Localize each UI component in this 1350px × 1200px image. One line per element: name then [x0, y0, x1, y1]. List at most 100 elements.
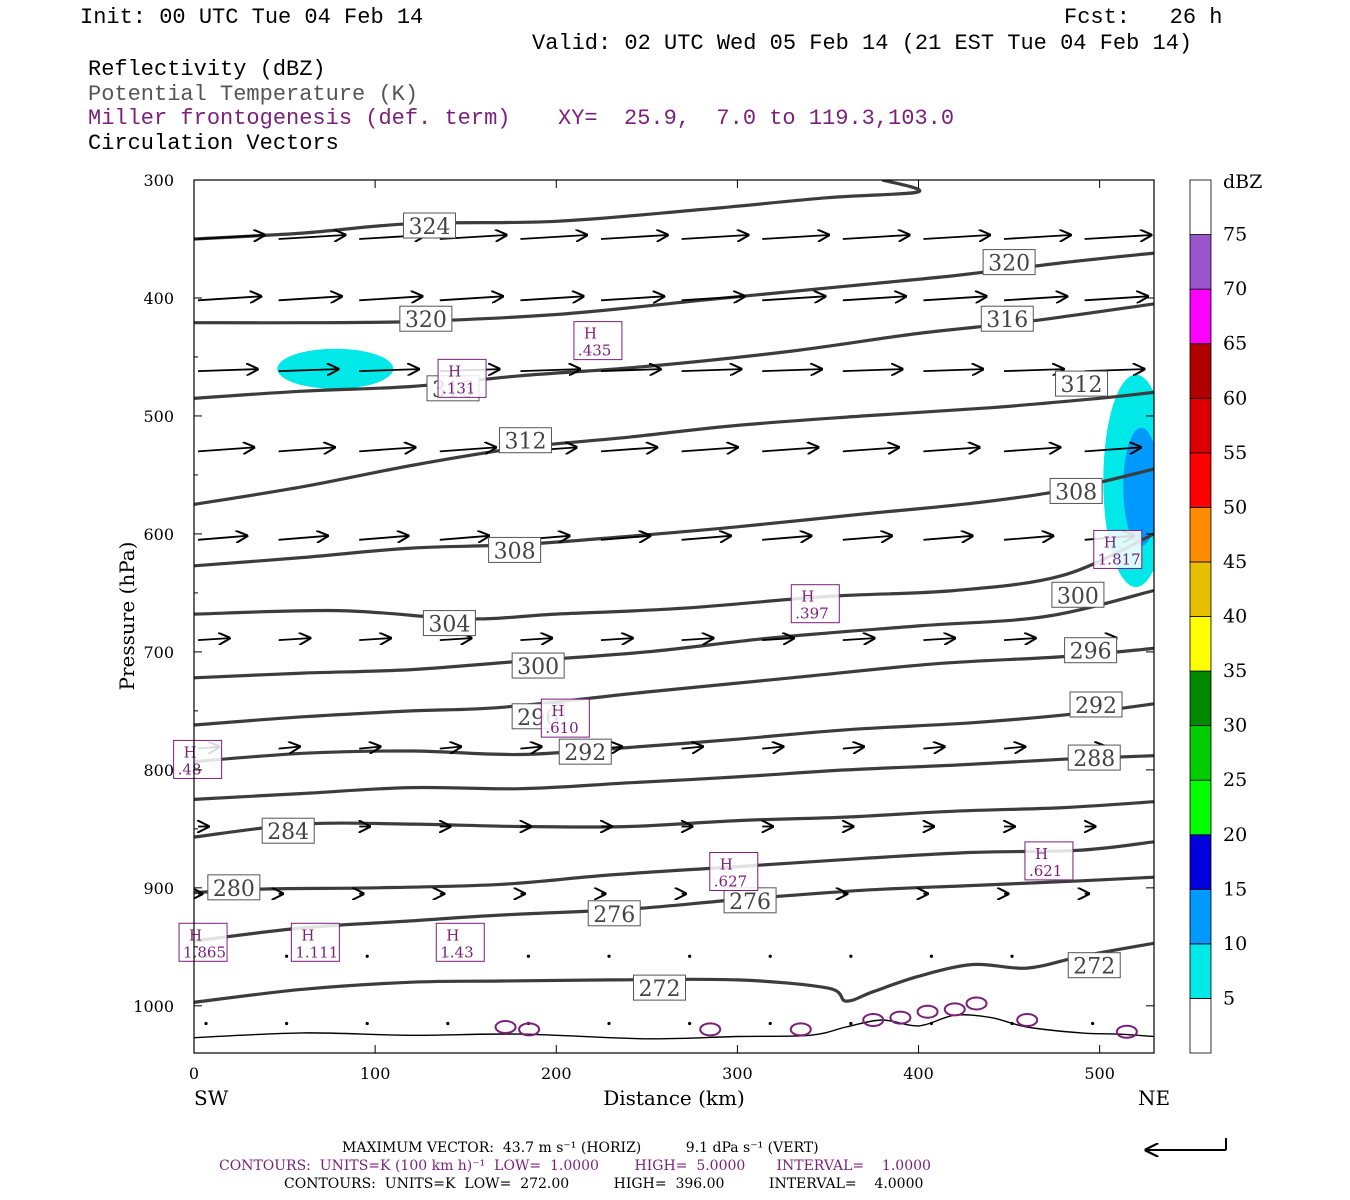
- colorbar-swatch: [1189, 452, 1212, 508]
- circulation-vector: [197, 235, 265, 239]
- circulation-vector: [607, 954, 611, 958]
- isentrope-label: 320: [982, 249, 1036, 277]
- circulation-vector: [197, 638, 230, 640]
- frontogenesis-max-box: [437, 358, 487, 398]
- frontogenesis-max-box: [790, 584, 840, 624]
- isentrope-label-text: 308: [1055, 480, 1097, 505]
- frontogenesis-max-letter: H: [446, 926, 459, 944]
- circulation-vector: [688, 954, 692, 958]
- theta-contour-note: CONTOURS: UNITS=K LOW= 272.00 HIGH= 396.…: [284, 1176, 924, 1192]
- circulation-vector: [520, 235, 587, 239]
- circulation-vector: [762, 638, 794, 640]
- circulation-vector: [278, 296, 342, 300]
- frontogenesis-layer: [494, 996, 1138, 1039]
- y-tick-label: 900: [143, 879, 174, 898]
- frontogenesis-max-value: 1.43: [440, 943, 473, 961]
- frontogenesis-max-value: .621: [1029, 862, 1062, 880]
- isentrope-label: 276: [587, 900, 641, 928]
- frontogenesis-contour: [943, 1002, 966, 1017]
- isentrope-label-box: [402, 212, 456, 239]
- circulation-vector: [439, 447, 496, 451]
- circulation-vector: [762, 235, 829, 239]
- circulation-vector: [923, 638, 955, 640]
- isentrope-label-box: [980, 305, 1034, 332]
- isentrope-label-text: 320: [405, 308, 447, 333]
- frontogenesis-max-letter: H: [1104, 533, 1117, 551]
- circulation-vector: [1010, 1021, 1014, 1026]
- isentrope-label-text: 292: [564, 741, 606, 766]
- circulation-vector: [1003, 235, 1071, 239]
- isentrope-label-box: [723, 887, 777, 914]
- isentrope-label-box: [498, 427, 552, 454]
- circulation-vector: [929, 1021, 934, 1026]
- colorbar-swatch: [1189, 888, 1212, 945]
- x-end-label-ne: NE: [1138, 1086, 1170, 1110]
- isentrope-label: 316: [980, 305, 1034, 333]
- isentrope-label-box: [1064, 637, 1118, 664]
- isentrope-296: [194, 646, 1154, 727]
- frontogenesis-max-box: [178, 922, 228, 962]
- frontogenesis-max-box: [290, 922, 340, 962]
- frontogenesis-contour: [518, 1022, 541, 1037]
- colorbar-tick-label: 30: [1223, 715, 1247, 737]
- colorbar-unit: dBZ: [1223, 171, 1262, 193]
- isentrope-label-text: 296: [1070, 640, 1112, 665]
- colorbar-tick-label: 10: [1223, 933, 1247, 955]
- isentrope-label-box: [587, 900, 641, 927]
- x-tick-label: 300: [722, 1064, 753, 1083]
- isentrope-label-text: 280: [213, 877, 255, 902]
- isentrope-label-text: 276: [593, 903, 635, 928]
- circulation-vector: [681, 747, 703, 749]
- colorbar: 5 10 15 20 25 30 35 40 45 50 55 60 65 70 75 dBZ: [1189, 171, 1262, 1054]
- isentrope-284: [194, 800, 1154, 839]
- circulation-vector: [359, 638, 391, 640]
- circulation-vector: [1003, 447, 1060, 451]
- isentrope-272: [194, 941, 1154, 1004]
- circulation-vector: [600, 235, 668, 239]
- init-time: Init: 00 UTC Tue 04 Feb 14: [80, 5, 424, 30]
- max-vector-note: MAXIMUM VECTOR: 43.7 m s⁻¹ (HORIZ) 9.1 d…: [342, 1140, 819, 1156]
- field-frontogenesis: Miller frontogenesis (def. term): [88, 106, 511, 131]
- frontogenesis-max-box: [435, 922, 485, 962]
- circulation-vector: [600, 447, 657, 451]
- circulation-vector: [278, 235, 346, 239]
- x-end-label-sw: SW: [194, 1086, 229, 1110]
- isentrope-280: [194, 840, 1154, 895]
- frontogenesis-max-value: .627: [714, 873, 747, 891]
- colorbar-swatch: [1189, 998, 1212, 1054]
- frontogenesis-max-value: .48: [178, 760, 202, 778]
- circulation-vector: [520, 638, 552, 640]
- isentrope-label-text: 312: [504, 430, 546, 455]
- colorbar-swatch: [1189, 670, 1212, 727]
- frontogenesis-max-label: H.131: [437, 358, 487, 398]
- isentrope-label-box: [1069, 691, 1123, 718]
- frontogenesis-max-label: H1.111: [290, 922, 340, 962]
- isentrope-label-box: [1055, 370, 1109, 397]
- isentrope-label: 308: [1049, 477, 1103, 505]
- frontogenesis-max-letter: H: [301, 926, 314, 944]
- circulation-vector: [681, 638, 714, 640]
- isentrope-label: 320: [399, 305, 453, 333]
- cross-section-endpoints: XY= 25.9, 7.0 to 119.3,103.0: [558, 106, 955, 131]
- isentrope-label: 304: [422, 610, 476, 638]
- frontogenesis-contour: [889, 1010, 912, 1025]
- frontogenesis-contour: [862, 1012, 885, 1027]
- isentrope-label-box: [1049, 477, 1103, 504]
- frontogenesis-max-box: [173, 739, 223, 779]
- colorbar-swatch: [1189, 506, 1212, 563]
- frontogenesis-max-label: H1.43: [435, 922, 485, 962]
- circulation-vector: [285, 954, 289, 958]
- isentrope-label-text: 304: [428, 613, 470, 638]
- isentrope-label-box: [399, 305, 453, 332]
- isentrope-312: [194, 390, 1154, 506]
- colorbar-tick-label: 25: [1223, 769, 1247, 791]
- colorbar-swatch: [1189, 179, 1212, 235]
- reflectivity-area-10dbz: [1123, 427, 1154, 546]
- colorbar-swatch: [1189, 779, 1212, 836]
- circulation-vector: [842, 296, 906, 300]
- isentrope-label-box: [1067, 952, 1121, 979]
- circulation-vector: [526, 954, 531, 958]
- frontogenesis-max-label: H.621: [1024, 841, 1074, 881]
- isentrope-label: 312: [498, 427, 552, 455]
- circulation-vector: [923, 296, 986, 300]
